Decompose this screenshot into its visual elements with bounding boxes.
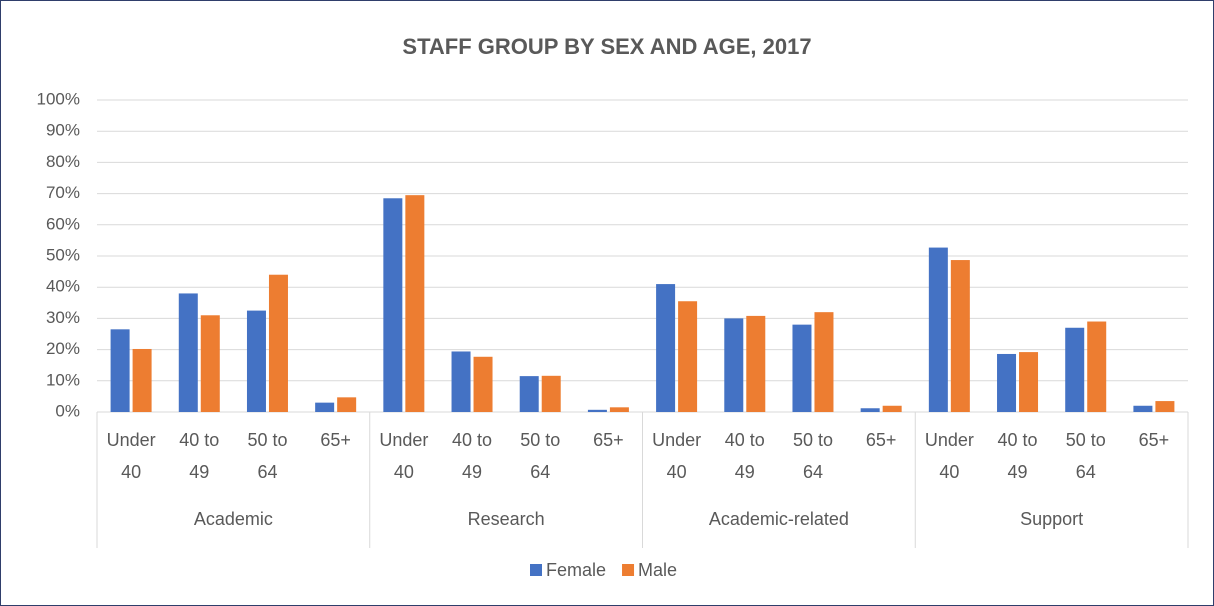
bar — [541, 375, 561, 412]
bar — [928, 247, 948, 412]
x-tick-label: Under 40 — [379, 430, 429, 482]
bar — [178, 293, 198, 412]
x-tick-label: 40 to 49 — [179, 430, 220, 482]
bar — [246, 310, 266, 412]
bar — [950, 260, 970, 412]
bar — [997, 353, 1017, 412]
x-tick-label: 65+ — [865, 430, 897, 450]
group-label: Research — [468, 509, 545, 529]
bar — [200, 315, 220, 412]
group-label: Academic — [194, 509, 273, 529]
bar — [315, 402, 335, 412]
chart-title: STAFF GROUP BY SEX AND AGE, 2017 — [402, 34, 811, 59]
bar — [110, 329, 130, 412]
bar — [337, 397, 357, 412]
y-tick-label: 30% — [46, 308, 80, 327]
legend-swatch — [530, 564, 542, 576]
x-tick-label: 40 to 49 — [452, 430, 493, 482]
bar — [268, 274, 288, 412]
bar — [132, 348, 152, 412]
y-tick-label: 80% — [46, 152, 80, 171]
x-tick-label: 50 to 64 — [792, 430, 833, 482]
x-tick-label: 40 to 49 — [724, 430, 765, 482]
bar — [451, 351, 471, 412]
bar — [587, 409, 607, 412]
x-tick-label: 50 to 64 — [520, 430, 561, 482]
bar — [746, 315, 766, 412]
bar — [519, 376, 539, 412]
bar — [1155, 401, 1175, 412]
bar — [882, 405, 902, 412]
bar — [609, 407, 629, 412]
bar — [814, 312, 834, 412]
group-label: Academic-related — [709, 509, 849, 529]
x-tick-label: 40 to 49 — [997, 430, 1038, 482]
y-tick-label: 20% — [46, 339, 80, 358]
legend-label: Male — [638, 560, 677, 580]
bar — [860, 408, 880, 412]
x-tick-label: 65+ — [1138, 430, 1170, 450]
legend-label: Female — [546, 560, 606, 580]
y-tick-label: 100% — [37, 89, 80, 108]
bar — [1133, 405, 1153, 412]
y-tick-label: 0% — [55, 401, 80, 420]
y-tick-label: 40% — [46, 277, 80, 296]
bar — [724, 318, 744, 412]
bar — [1065, 327, 1085, 412]
bar — [405, 195, 425, 412]
y-tick-label: 70% — [46, 183, 80, 202]
x-tick-label: 50 to 64 — [1065, 430, 1106, 482]
y-tick-label: 90% — [46, 121, 80, 140]
bar — [383, 198, 403, 412]
x-tick-label: 65+ — [320, 430, 351, 450]
legend-swatch — [622, 564, 635, 576]
bar — [678, 301, 698, 412]
bar — [792, 324, 812, 412]
x-tick-label: Under 40 — [106, 430, 156, 482]
bar — [656, 284, 676, 412]
x-tick-label: Under 40 — [924, 430, 974, 482]
bar — [473, 356, 493, 412]
y-tick-label: 60% — [46, 214, 80, 233]
y-tick-label: 10% — [46, 370, 80, 389]
x-tick-label: 65+ — [593, 430, 624, 450]
bar — [1087, 321, 1107, 412]
bar — [1019, 352, 1039, 412]
x-tick-label: 50 to 64 — [247, 430, 288, 482]
y-tick-label: 50% — [46, 245, 80, 264]
group-label: Support — [1020, 509, 1083, 529]
x-tick-label: Under 40 — [652, 430, 702, 482]
